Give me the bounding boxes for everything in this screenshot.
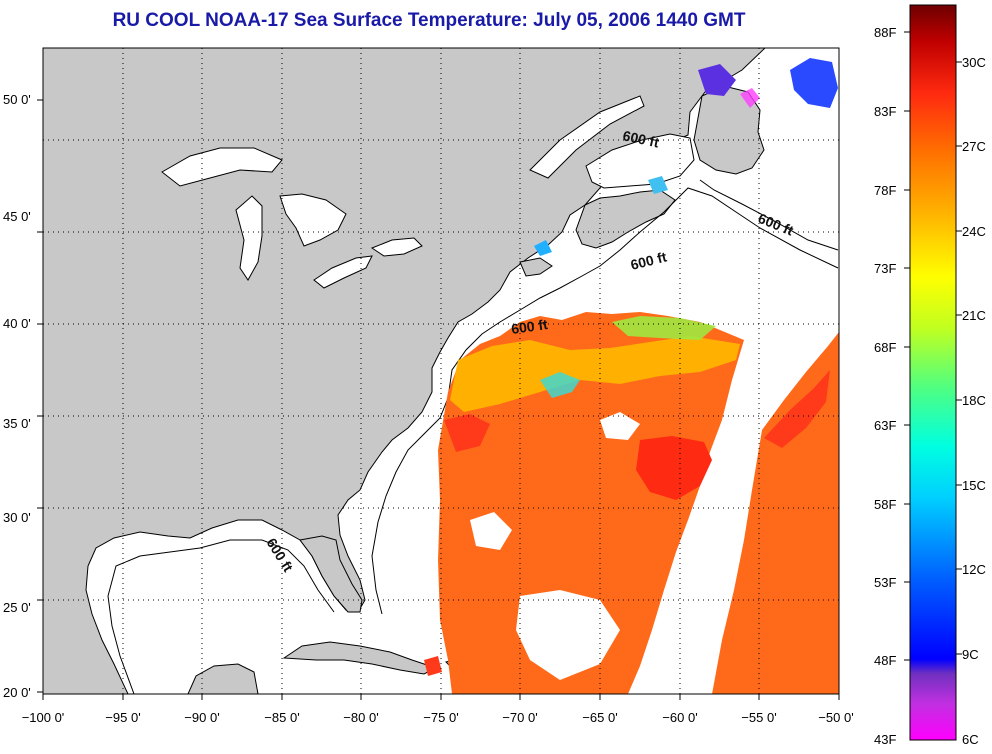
- isobath-600ft-gulf: [107, 539, 335, 694]
- cloud-gap-3: [470, 512, 512, 550]
- y-tick-label: 45 0': [3, 209, 31, 224]
- celsius-label: 6C: [962, 732, 979, 747]
- contour-label: 600 ft: [510, 316, 549, 337]
- x-tick-label: −95 0': [105, 710, 140, 725]
- lake-superior: [161, 147, 283, 187]
- x-tick-label: −90 0': [184, 710, 219, 725]
- x-tick-label: −65 0': [582, 710, 617, 725]
- fahrenheit-label: 73F: [874, 261, 896, 276]
- colorbar: [909, 4, 957, 741]
- sst-region-green-patch: [612, 316, 716, 340]
- colorbar-celsius-labels: 30C 27C 24C 21C 18C 15C 12C 9C 6C: [962, 55, 986, 747]
- sst-cold-patch-gulf: [648, 176, 668, 194]
- sst-patch-caribbean: [424, 656, 442, 676]
- map-title: RU COOL NOAA-17 Sea Surface Temperature:…: [112, 10, 746, 31]
- fahrenheit-label: 48F: [874, 653, 896, 668]
- cloud-gap-1: [516, 590, 620, 680]
- celsius-label: 12C: [962, 562, 986, 577]
- x-tick-labels: −100 0' −95 0' −90 0' −85 0' −80 0' −75 …: [22, 710, 854, 725]
- fahrenheit-label: 58F: [874, 497, 896, 512]
- y-tick-label: 30 0': [3, 510, 31, 525]
- celsius-label: 30C: [962, 55, 986, 70]
- x-tick-label: −50 0': [818, 710, 853, 725]
- sst-region-cool-band: [450, 336, 740, 412]
- fahrenheit-label: 78F: [874, 183, 896, 198]
- sst-region-main: [438, 312, 744, 694]
- x-tick-label: −60 0': [662, 710, 697, 725]
- sst-region-hot-patch: [636, 436, 712, 500]
- sst-cold-patch-maine: [534, 240, 552, 256]
- y-tick-labels: 50 0' 45 0' 40 0' 35 0' 30 0' 25 0' 20 0…: [3, 92, 31, 700]
- isobath-600ft: [371, 187, 839, 615]
- y-tick-label: 40 0': [3, 316, 31, 331]
- celsius-label: 9C: [962, 647, 979, 662]
- lake-michigan: [235, 195, 263, 281]
- celsius-label: 15C: [962, 478, 986, 493]
- x-tick-label: −80 0': [343, 710, 378, 725]
- x-tick-label: −55 0': [741, 710, 776, 725]
- x-tick-label: −85 0': [264, 710, 299, 725]
- gulf-st-lawrence: [585, 133, 695, 189]
- fahrenheit-label: 43F: [874, 732, 896, 747]
- land-nova-scotia: [575, 189, 676, 249]
- y-tick-label: 50 0': [3, 92, 31, 107]
- celsius-label: 18C: [962, 393, 986, 408]
- sst-cold-patch-ne: [790, 58, 838, 108]
- y-tick-label: 35 0': [3, 416, 31, 431]
- y-tick-label: 20 0': [3, 685, 31, 700]
- land-cape-cod: [519, 257, 553, 277]
- sst-region-east-hot: [764, 370, 830, 448]
- lake-ontario: [370, 237, 423, 257]
- contour-label: 600 ft: [621, 127, 660, 150]
- fahrenheit-label: 83F: [874, 104, 896, 119]
- x-tick-label: −100 0': [22, 710, 65, 725]
- celsius-label: 24C: [962, 224, 986, 239]
- x-tick-label: −75 0': [423, 710, 458, 725]
- lake-erie: [313, 255, 373, 289]
- celsius-label: 21C: [962, 308, 986, 323]
- fahrenheit-label: 68F: [874, 340, 896, 355]
- lake-huron: [279, 193, 347, 247]
- colorbar-ticks: [904, 31, 962, 661]
- fahrenheit-label: 63F: [874, 418, 896, 433]
- fahrenheit-label: 88F: [874, 25, 896, 40]
- sst-region-hot-west: [444, 414, 490, 452]
- tick-marks: [37, 99, 840, 700]
- celsius-label: 27C: [962, 139, 986, 154]
- colorbar-fahrenheit-labels: 88F 83F 78F 73F 68F 63F 58F 53F 48F 43F: [874, 25, 896, 747]
- st-lawrence-river: [529, 95, 645, 179]
- sst-cold-patch-nf2: [740, 88, 760, 108]
- sst-cold-patch-nf: [698, 64, 736, 96]
- land-florida: [299, 535, 363, 613]
- sst-region-cyan-patch: [540, 372, 580, 398]
- x-tick-label: −70 0': [502, 710, 537, 725]
- land-yucatan: [187, 663, 259, 694]
- cloud-gap-2: [600, 412, 640, 440]
- y-tick-label: 25 0': [3, 600, 31, 615]
- fahrenheit-label: 53F: [874, 575, 896, 590]
